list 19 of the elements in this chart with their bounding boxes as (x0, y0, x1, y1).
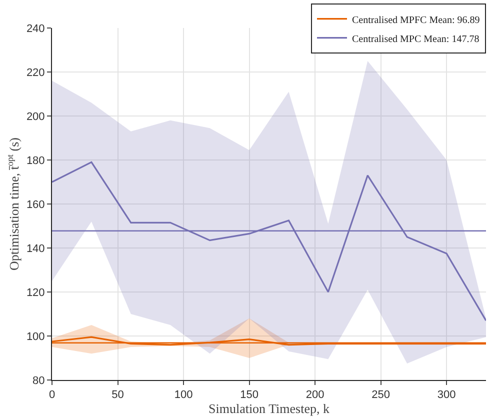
legend-label: Centralised MPC Mean: 147.78 (352, 34, 480, 45)
x-tick-label: 200 (306, 389, 324, 402)
y-tick-label: 100 (26, 330, 45, 343)
y-tick-label: 180 (26, 154, 45, 167)
y-tick-label: 160 (26, 198, 45, 211)
y-tick-label: 140 (26, 242, 45, 255)
y-tick-label: 240 (26, 22, 45, 35)
x-tick-label: 0 (48, 389, 56, 402)
x-tick-label: 100 (174, 389, 193, 402)
y-tick-label: 80 (32, 374, 45, 387)
x-tick-label: 300 (437, 389, 456, 402)
x-tick-label: 150 (240, 389, 258, 402)
y-tick-label: 200 (26, 110, 45, 123)
x-axis-title: Simulation Timestep, k (208, 401, 330, 416)
y-tick-label: 120 (26, 286, 45, 299)
legend-label: Centralised MPFC Mean: 96.89 (352, 14, 480, 26)
x-tick-label: 250 (372, 389, 390, 402)
y-tick-label: 220 (26, 66, 45, 79)
x-tick-label: 50 (112, 389, 124, 402)
